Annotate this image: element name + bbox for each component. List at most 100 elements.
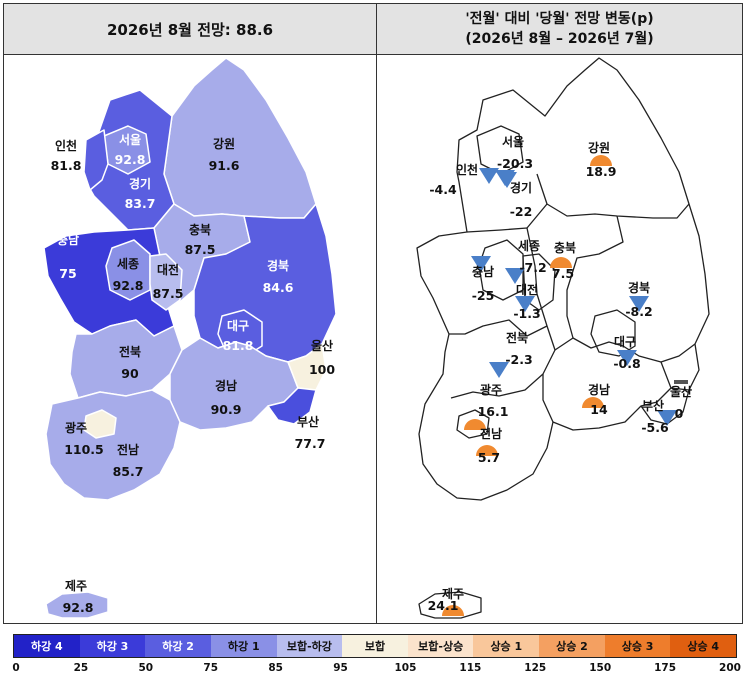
label-seoul-value: 92.8 (115, 152, 146, 167)
change-title-line1: '전월' 대비 '당월' 전망 변동(p) (465, 11, 654, 27)
legend-tick-labels: 0 25 50 75 85 95 105 115 125 150 175 200 (0, 662, 746, 680)
chg-chungnam-name: 충남 (472, 264, 494, 279)
label-daejeon-value: 87.5 (153, 286, 184, 301)
chg-jeju-value: 24.1 (428, 598, 459, 613)
label-daegu-value: 81.8 (223, 338, 254, 353)
change-labels: 서울 -20.3 인천 -4.4 경기 -22 강원 18.9 세종 -7.2 … (428, 134, 692, 613)
legend-item: 보합 (342, 635, 408, 657)
label-jeju-value: 92.8 (63, 600, 94, 615)
label-busan-value: 77.7 (295, 436, 326, 451)
label-gyeongnam-value: 90.9 (211, 402, 242, 417)
label-gyeongbuk-name: 경북 (267, 259, 289, 273)
label-sejong-value: 92.8 (113, 278, 144, 293)
chg-chungbuk-name: 충북 (554, 240, 576, 255)
gwangju-up-arrow-icon (464, 419, 486, 430)
label-gyeonggi-value: 83.7 (125, 196, 156, 211)
label-gyeongbuk-value: 84.6 (263, 280, 294, 295)
chg-gwangju-name: 광주 (480, 382, 502, 397)
region-gangwon (163, 57, 317, 219)
chg-seoul-value: -20.3 (497, 156, 533, 171)
legend-tick: 115 (459, 662, 482, 674)
legend-item: 상승 1 (473, 635, 540, 657)
chg-daejeon-value: -1.3 (513, 306, 540, 321)
label-incheon-name: 인천 (55, 138, 77, 153)
chg-chungbuk-value: 7.5 (552, 266, 574, 281)
legend-item: 보합-상승 (407, 635, 474, 657)
label-gwangju-name: 광주 (65, 420, 87, 435)
chg-jeonnam-value: 5.7 (478, 450, 500, 465)
change-title-line2: (2026년 8월 – 2026년 7월) (465, 31, 654, 47)
region-gwangju (83, 409, 117, 439)
label-incheon-value: 81.8 (51, 158, 82, 173)
chg-gyeongnam-name: 경남 (588, 382, 610, 397)
legend-item: 하강 3 (79, 635, 146, 657)
label-jeonbuk-name: 전북 (119, 344, 141, 359)
chg-gangwon-name: 강원 (588, 141, 610, 155)
chg-gyeongbuk-value: -8.2 (625, 304, 652, 319)
chg-gyeonggi-value: -22 (510, 204, 533, 219)
label-gwangju-value: 110.5 (64, 442, 104, 457)
legend-item: 하강 4 (14, 635, 80, 657)
region-daejeon (149, 253, 183, 311)
label-chungnam-value: 75 (59, 266, 76, 281)
label-daegu-name: 대구 (227, 319, 249, 333)
label-busan-name: 부산 (297, 414, 319, 429)
legend-item: 상승 3 (604, 635, 671, 657)
change-arrows (442, 155, 688, 616)
chg-ulsan-value: 0 (675, 406, 684, 421)
chungnam-down-arrow-icon (471, 256, 491, 272)
label-gyeonggi-name: 경기 (129, 176, 151, 191)
label-gangwon-value: 91.6 (209, 158, 240, 173)
chg-incheon-name: 인천 (456, 162, 478, 177)
chg-gyeongbuk-name: 경북 (628, 281, 650, 295)
legend-tick: 125 (524, 662, 547, 674)
chg-daejeon-name: 대전 (516, 282, 538, 297)
legend-item: 상승 2 (539, 635, 605, 657)
change-panel: '전월' 대비 '당월' 전망 변동(p) (2026년 8월 – 2026년 … (376, 3, 743, 624)
label-jeju-name: 제주 (65, 579, 87, 593)
jeonbuk-down-arrow-icon (489, 362, 509, 378)
label-jeonnam-name: 전남 (117, 442, 139, 457)
region-sejong (105, 239, 151, 301)
label-daejeon-name: 대전 (157, 262, 179, 277)
legend-item: 하강 1 (210, 635, 277, 657)
chg-jeju-name: 제주 (442, 587, 464, 601)
chg-busan-value: -5.6 (641, 420, 669, 435)
chg-seoul-name: 서울 (502, 134, 524, 149)
chg-jeonbuk-name: 전북 (506, 330, 528, 345)
chg-daegu-value: -0.8 (613, 356, 640, 371)
legend-tick: 75 (203, 662, 219, 674)
jeju-up-arrow-icon (442, 605, 464, 616)
change-header: '전월' 대비 '당월' 전망 변동(p) (2026년 8월 – 2026년 … (377, 4, 742, 55)
region-jeju (45, 591, 109, 619)
chg-gangwon-value: 18.9 (586, 164, 617, 179)
legend-item: 하강 2 (145, 635, 211, 657)
label-ulsan-value: 100 (309, 362, 335, 377)
ulsan-flat-arrow-icon (674, 380, 688, 384)
region-labels: 인천 81.8 서울 92.8 경기 83.7 강원 91.6 충북 87.5 … (51, 132, 336, 615)
legend-item: 상승 4 (670, 635, 737, 657)
legend-tick: 175 (654, 662, 677, 674)
chg-gwangju-value: 16.1 (478, 404, 509, 419)
legend-tick: 150 (589, 662, 612, 674)
legend-tick: 200 (719, 662, 741, 674)
busan-down-arrow-icon (657, 410, 677, 426)
gangwon-up-arrow-icon (590, 155, 612, 166)
incheon-down-arrow-icon (479, 168, 499, 184)
chg-gyeonggi-name: 경기 (510, 180, 532, 195)
label-chungnam-name: 충남 (57, 232, 79, 247)
legend-item: 보합-하강 (276, 635, 343, 657)
legend-tick: 25 (73, 662, 89, 674)
legend-tick: 105 (394, 662, 417, 674)
label-seoul-name: 서울 (119, 132, 141, 147)
chg-sejong-value: -7.2 (519, 260, 546, 275)
region-jeonbuk (69, 319, 183, 399)
chg-chungnam-value: -25 (472, 288, 495, 303)
legend-tick: 50 (138, 662, 154, 674)
chg-ulsan-name: 울산 (670, 384, 692, 399)
daejeon-down-arrow-icon (515, 296, 535, 312)
legend-tick: 0 (12, 662, 20, 674)
chg-gyeongnam-value: 14 (590, 402, 608, 417)
label-gangwon-name: 강원 (213, 137, 235, 151)
label-sejong-name: 세종 (117, 256, 139, 271)
